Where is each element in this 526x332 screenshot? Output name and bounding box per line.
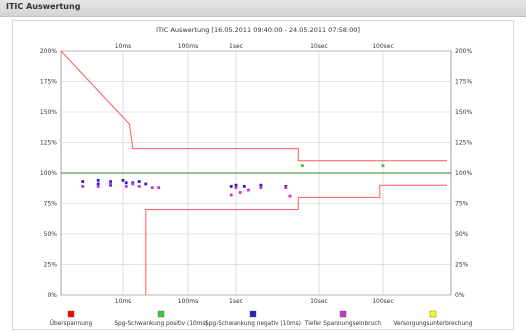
negative-fluctuation-point — [242, 185, 246, 188]
voltage-dip-point — [157, 186, 161, 190]
negative-fluctuation-point — [109, 180, 112, 183]
upper-limit-curve — [60, 50, 447, 162]
voltage-dip-point — [288, 194, 292, 198]
x-tick-label-bottom: 1sec — [229, 298, 243, 305]
x-tick-label-top: 100ms — [178, 43, 198, 50]
voltage-dip-point — [259, 186, 263, 190]
voltage-dip-point — [150, 186, 154, 190]
y-tick-label-left: 100% — [40, 170, 57, 177]
x-tick-label-bottom: 100sec — [372, 298, 394, 305]
y-tick-label-right: 175% — [455, 79, 472, 86]
negative-fluctuation-point — [81, 180, 85, 183]
positive-fluctuation-point — [381, 164, 385, 168]
legend: Überspannung Spg-Schwankung positiv (10ms… — [50, 310, 473, 327]
y-tick-label-right: 150% — [455, 109, 472, 116]
voltage-dip-point — [81, 185, 85, 188]
series-layer — [60, 50, 451, 295]
y-tick-label-right: 0% — [455, 292, 465, 299]
y-tick-label-left: 175% — [40, 79, 57, 86]
y-tick-label-right: 100% — [455, 170, 472, 177]
y-tick-label-left: 75% — [44, 201, 58, 208]
legend-swatch — [429, 310, 437, 318]
panel-title: ITIC Auswertung — [6, 2, 81, 11]
panel-header: ITIC Auswertung — [0, 0, 526, 17]
voltage-dip-point — [238, 191, 242, 194]
axis-labels: 0% 0% 25% 25% 50% 50% 75% 75% 100% 100% 125% 125% 15… — [40, 43, 473, 305]
voltage-dip-point — [131, 182, 135, 186]
legend-label: Überspannung — [50, 320, 93, 327]
voltage-dip-point — [137, 185, 141, 188]
negative-fluctuation-point — [124, 181, 128, 185]
negative-fluctuation-point — [96, 182, 100, 186]
x-tick-label-bottom: 10sec — [310, 298, 328, 305]
itic-chart: ITIC Auswertung [16.05.2011 09:40:00 - 2… — [40, 26, 473, 327]
y-tick-label-left: 50% — [44, 231, 58, 238]
negative-fluctuation-point — [234, 183, 238, 187]
y-tick-label-left: 125% — [40, 140, 57, 147]
voltage-dip-point — [229, 193, 233, 197]
positive-fluctuation-point — [301, 164, 304, 168]
voltage-dip-point — [234, 186, 238, 190]
negative-fluctuation-point — [144, 182, 148, 186]
y-tick-label-left: 0% — [47, 292, 57, 299]
x-tick-label-top: 10sec — [310, 43, 328, 50]
y-tick-label-right: 200% — [455, 48, 472, 55]
y-tick-label-right: 75% — [455, 201, 469, 208]
negative-fluctuation-point — [137, 180, 141, 183]
y-tick-label-right: 25% — [455, 262, 469, 269]
x-tick-label-bottom: 10ms — [115, 298, 132, 305]
legend-swatch — [249, 310, 257, 318]
x-tick-label-top: 100sec — [372, 43, 394, 50]
voltage-dip-point — [124, 185, 128, 188]
chart-container: ITIC Auswertung [16.05.2011 09:40:00 - 2… — [12, 20, 514, 330]
chart-title: ITIC Auswertung [16.05.2011 09:40:00 - 2… — [156, 26, 360, 34]
legend-label: Tiefer Spannungseinbruch — [304, 321, 381, 327]
y-tick-label-left: 25% — [44, 262, 58, 269]
y-tick-label-right: 125% — [455, 140, 472, 147]
negative-fluctuation-point — [229, 185, 233, 188]
x-tick-label-bottom: 100ms — [178, 298, 198, 305]
negative-fluctuation-point — [259, 183, 263, 187]
legend-swatch — [67, 310, 75, 318]
voltage-dip-point — [284, 186, 288, 190]
lower-limit-curve — [145, 184, 447, 295]
y-tick-label-right: 50% — [455, 231, 469, 238]
voltage-dip-point — [96, 185, 100, 188]
legend-label: Versorgungsunterbrechung — [393, 321, 472, 327]
negative-fluctuation-point — [96, 178, 100, 182]
y-tick-label-left: 200% — [40, 48, 57, 55]
x-tick-label-top: 1sec — [229, 43, 243, 50]
voltage-dip-point — [109, 182, 112, 186]
x-tick-label-top: 10ms — [115, 43, 132, 50]
y-tick-label-left: 150% — [40, 109, 57, 116]
legend-label: Spg-Schwankung positiv (10ms) — [114, 321, 207, 327]
negative-fluctuation-point — [121, 178, 125, 182]
legend-label: Spg-Schwankung negativ (10ms) — [205, 321, 301, 327]
legend-swatch — [157, 310, 165, 318]
voltage-dip-point — [247, 188, 250, 192]
legend-swatch — [339, 310, 347, 318]
